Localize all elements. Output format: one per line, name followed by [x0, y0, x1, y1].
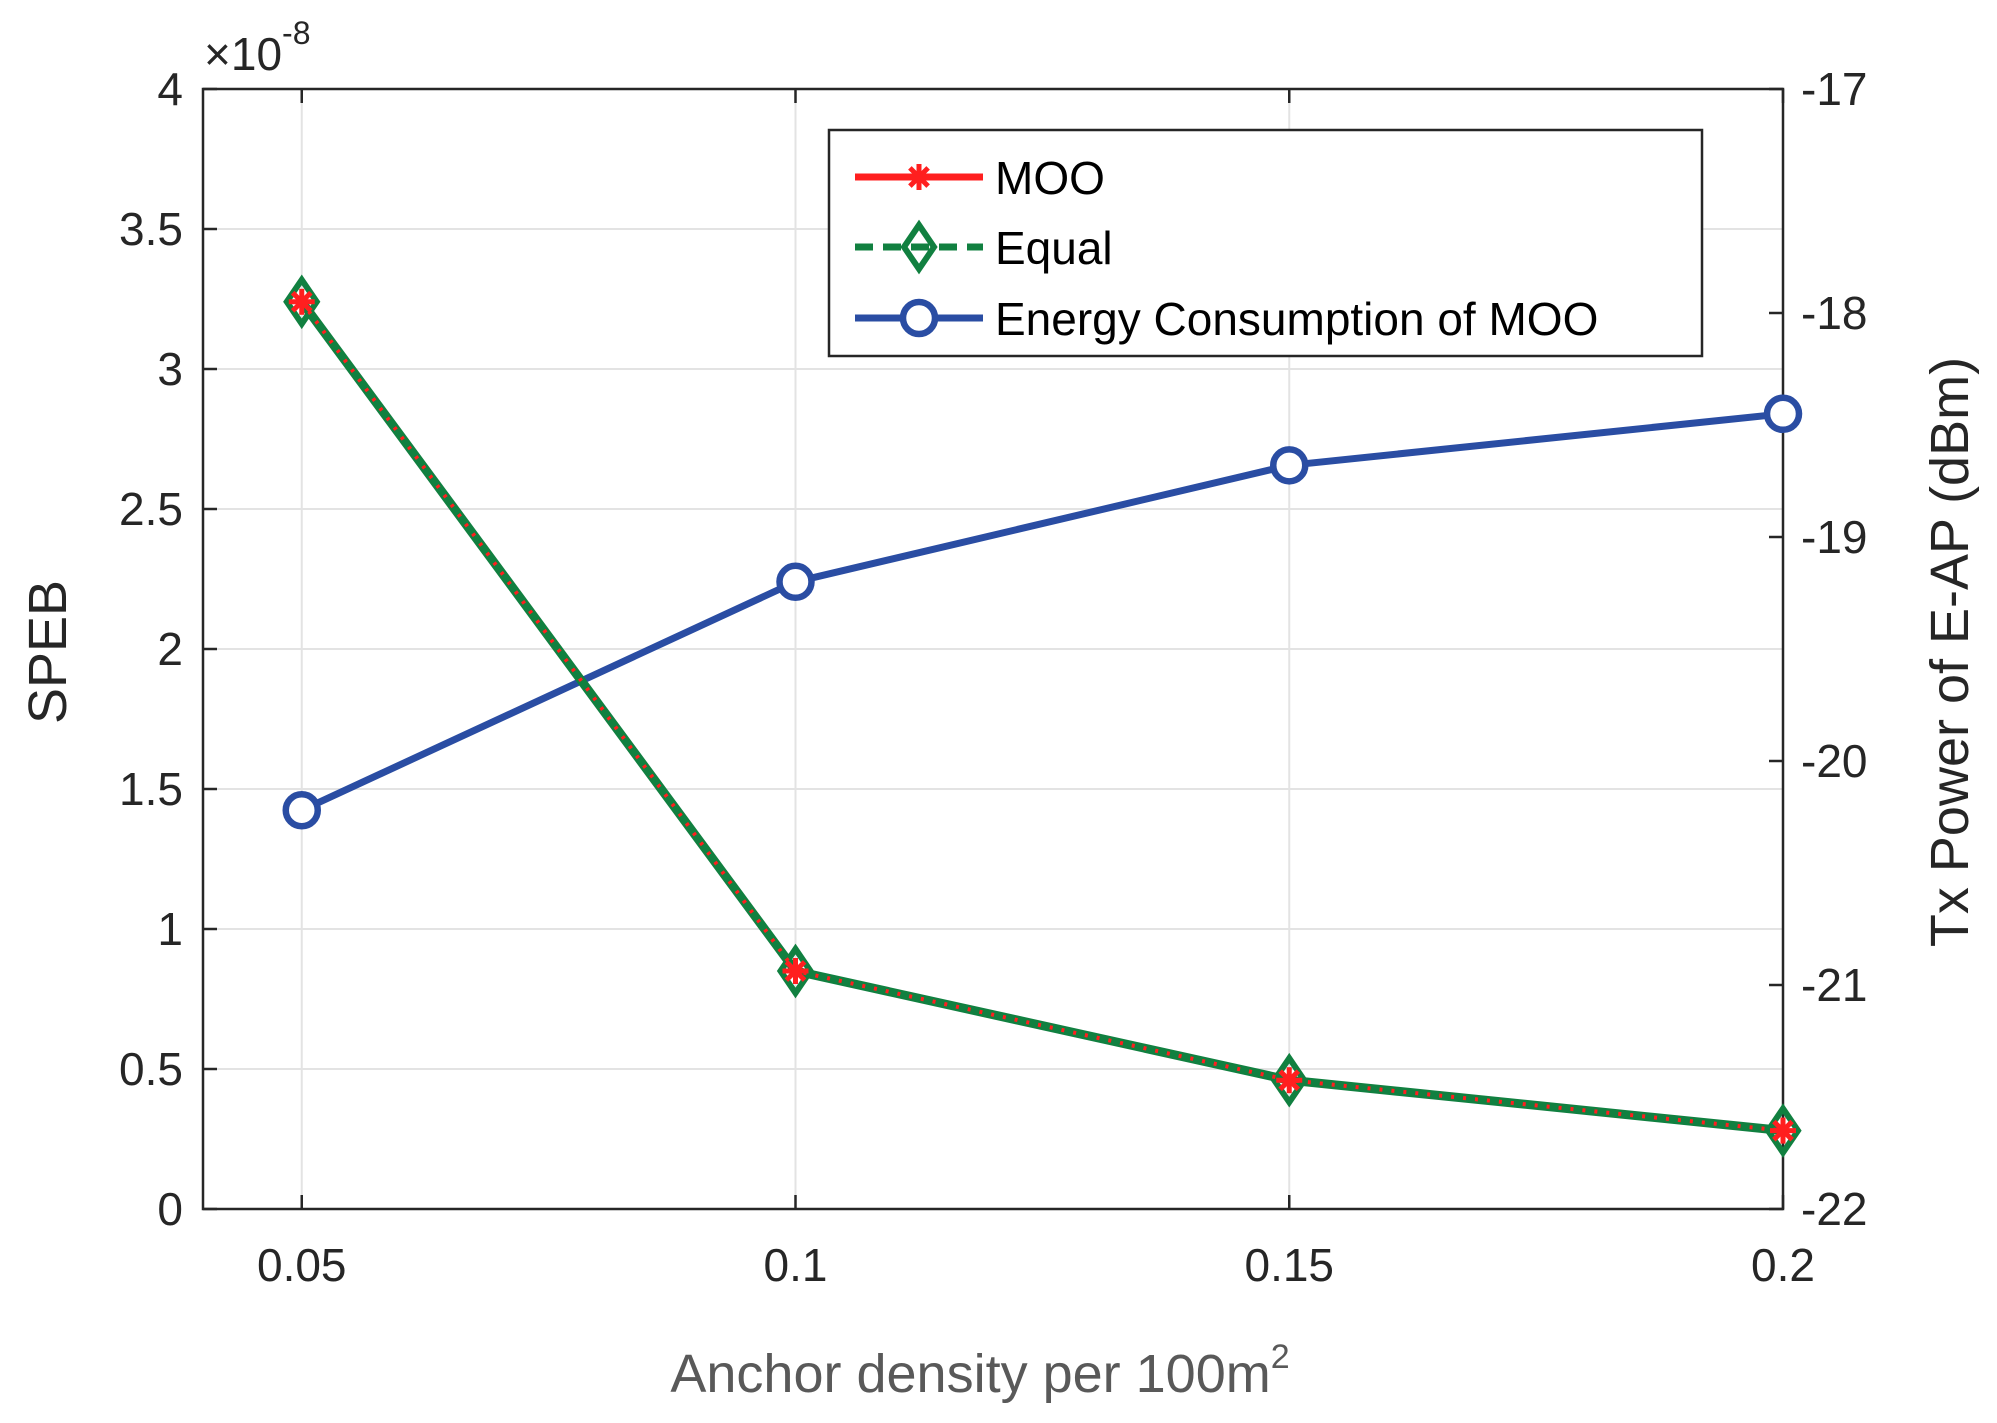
- data-point-moo-0: [288, 288, 315, 315]
- series-layer: [282, 274, 1803, 1158]
- y-left-tick-label-1: 0.5: [119, 1043, 183, 1095]
- legend-marker-moo: [906, 164, 932, 190]
- series-energy-consumption-of-moo: [282, 394, 1803, 830]
- y-right-tick-label-2: -20: [1801, 735, 1867, 787]
- legend-item-moo: MOO: [855, 152, 1105, 204]
- labels-layer: Anchor density per 100m2 SPEB Tx Power o…: [18, 15, 1980, 1404]
- legend-label-moo: MOO: [995, 152, 1105, 204]
- data-point-energy-consumption-of-moo-3: [1763, 394, 1803, 434]
- data-point-energy-consumption-of-moo-2: [1270, 446, 1309, 485]
- multiplier-exponent: -8: [282, 15, 310, 51]
- series-moo: [288, 288, 1796, 1144]
- series-line-moo: [300, 300, 1784, 1133]
- legend-label-equal: Equal: [995, 222, 1113, 274]
- data-point-moo-1: [782, 958, 809, 984]
- y-right-tick-label-5: -17: [1801, 63, 1867, 115]
- x-tick-label-0: 0.05: [257, 1239, 347, 1291]
- legend-item-equal: Equal: [855, 219, 1113, 275]
- y-left-tick-label-4: 2: [157, 623, 183, 675]
- y-left-tick-label-0: 0: [157, 1183, 183, 1235]
- data-point-moo-3: [1770, 1117, 1796, 1144]
- x-tick-label-1: 0.1: [764, 1239, 828, 1291]
- legend-marker-energy-consumption-of-moo: [899, 298, 939, 338]
- y-axis-right-title: Tx Power of E-AP (dBm): [1920, 357, 1980, 947]
- y-axis-left-multiplier: ×10-8: [204, 15, 310, 80]
- y-right-tick-label-0: -22: [1801, 1183, 1867, 1235]
- y-axis-left-title: SPEB: [18, 580, 78, 724]
- y-right-tick-label-4: -18: [1801, 287, 1867, 339]
- y-left-tick-label-2: 1: [157, 903, 183, 955]
- data-point-energy-consumption-of-moo-0: [282, 791, 321, 830]
- y-left-tick-label-6: 3: [157, 343, 183, 395]
- data-point-energy-consumption-of-moo-1: [776, 562, 815, 602]
- y-right-tick-label-3: -19: [1801, 511, 1867, 563]
- x-tick-label-3: 0.2: [1751, 1239, 1815, 1291]
- y-left-tick-label-8: 4: [157, 63, 183, 115]
- x-axis-title-text: Anchor density per 100m: [670, 1344, 1270, 1404]
- y-left-tick-label-7: 3.5: [119, 203, 183, 255]
- y-left-tick-label-5: 2.5: [119, 483, 183, 535]
- legend-marker-equal: [900, 219, 938, 275]
- axes-layer: 0.05 0.1 0.15 0.2 0 0.5 1 1.5 2 2.5 3 3.5 4 -22 -21 -20…: [119, 63, 1867, 1291]
- legend-label-energy-consumption-of-moo: Energy Consumption of MOO: [995, 293, 1598, 345]
- legend: MOO Equal Energy Consumption of MOO: [827, 128, 1704, 358]
- data-point-moo-2: [1276, 1067, 1303, 1094]
- series-line-equal: [298, 299, 1784, 1136]
- y-right-tick-label-1: -21: [1801, 959, 1867, 1011]
- multiplier-base: ×10: [204, 28, 282, 80]
- x-tick-label-2: 0.15: [1244, 1239, 1334, 1291]
- y-left-tick-label-3: 1.5: [119, 763, 183, 815]
- series-equal: [283, 274, 1802, 1158]
- series-line-energy-consumption-of-moo: [300, 410, 1784, 814]
- x-axis-title-superscript: 2: [1271, 1338, 1290, 1376]
- x-axis-title: Anchor density per 100m2: [670, 1338, 1289, 1404]
- legend-item-energy-consumption-of-moo: Energy Consumption of MOO: [855, 293, 1598, 345]
